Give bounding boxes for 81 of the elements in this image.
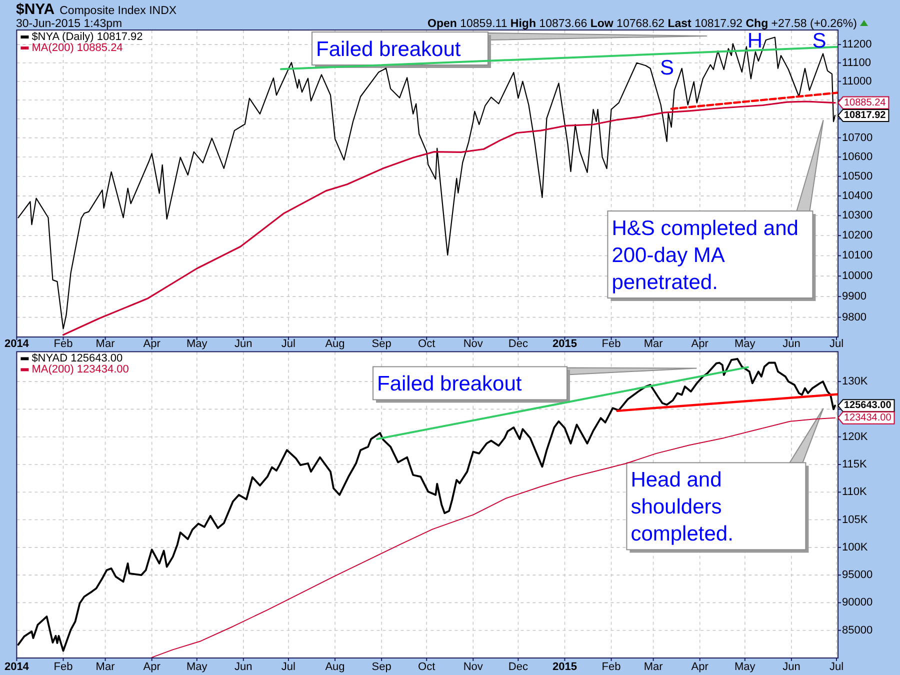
x-tick-label: Nov [463,338,484,350]
line-series [151,417,836,658]
x-tick-label: Mar [96,661,116,673]
y-tick-label: 11200 [842,38,872,51]
x-tick-label: Jun [782,661,800,673]
line-series [62,100,836,336]
y-tick-label: 10500 [842,170,873,182]
x-tick-label: May [186,338,208,350]
y-tick-label: 10600 [842,151,873,164]
y-tick-label: 10400 [842,190,873,202]
annotation: 123434.00 [844,412,892,424]
y-tick-label: 10300 [842,210,873,222]
x-tick-label: Nov [463,661,484,673]
y-tick-label: 120K [842,430,868,443]
chart-title: $NYA [16,1,55,18]
annotation: S [812,29,826,52]
x-tick-label: Sep [372,661,392,673]
y-tick-label: 11100 [842,56,871,69]
x-tick-label: Feb [602,338,621,350]
y-tick-label: 90000 [842,596,873,609]
annotation: 125643.00 [844,400,892,412]
x-tick-label: Jul [829,338,844,350]
x-tick-label: 2015 [552,338,577,350]
y-tick-label: 9900 [842,290,866,303]
x-tick-label: 2015 [552,661,577,673]
y-tick-label: 105K [842,514,868,526]
annotation: H&S completed and 200-day MA penetrated. [612,217,798,294]
y-tick-label: 10200 [842,230,873,242]
x-tick-label: Jul [281,338,296,350]
x-tick-label: Mar [96,338,116,350]
x-tick-label: Feb [54,661,73,673]
y-tick-label: 85000 [842,624,873,636]
y-tick-label: 130K [842,376,868,388]
y-tick-label: 110K [842,486,868,498]
text: Open 10859.11 High 10873.66 Low 10768.62 Last 10817.92 Chg +27.58 (+0.26%) [428,18,857,30]
x-tick-label: Apr [691,338,709,350]
x-tick-label: Oct [418,661,436,673]
x-tick-label: Feb [602,661,621,673]
x-tick-label: May [186,661,208,673]
x-tick-label: Aug [325,338,345,350]
x-tick-label: Mar [644,661,664,673]
x-tick-label: Jul [829,661,844,673]
x-tick-label: 2014 [4,338,30,350]
annotation: 10885.24 [844,97,886,108]
y-tick-label: 115K [842,458,868,470]
x-tick-label: Oct [418,338,436,350]
x-tick-label: May [734,338,756,350]
x-tick-label: Apr [143,661,161,673]
annotation: 10817.92 [844,110,886,121]
y-tick-label: 10700 [842,132,873,144]
x-tick-label: Mar [644,338,664,350]
annotation: S [660,56,674,80]
legend-label: MA(200) 10885.24 [32,42,123,54]
annotation: Failed breakout [377,372,522,396]
x-tick-label: Jun [782,338,800,350]
legend-label: MA(200) 123434.00 [32,364,129,376]
annotation: Failed breakout [316,38,461,61]
y-tick-label: 11000 [842,75,872,88]
y-tick-label: 10000 [842,270,873,282]
y-tick-label: 95000 [842,569,873,582]
annotation: Head and shoulders completed. [630,468,734,546]
x-tick-label: Jul [281,661,296,673]
x-tick-label: Sep [372,338,392,350]
x-tick-label: 2014 [4,661,30,673]
annotation: H [747,29,763,52]
y-tick-label: 100K [842,541,868,554]
x-tick-label: Feb [54,338,73,350]
x-tick-label: Aug [325,661,345,673]
legend-label: $NYAD 125643.00 [32,352,123,365]
chart-subtitle: Composite Index INDX [60,5,177,17]
x-tick-label: Apr [691,661,709,673]
x-tick-label: Jun [234,338,252,350]
y-tick-label: 10100 [842,250,873,262]
legend-label: $NYA (Daily) 10817.92 [32,31,143,43]
x-tick-label: May [734,661,756,673]
x-tick-label: Dec [508,338,528,350]
y-tick-label: 9800 [842,311,866,324]
annotation: 30-Jun-2015 1:43pm [16,18,122,30]
x-tick-label: Apr [143,338,161,350]
x-tick-label: Jun [234,661,252,673]
x-tick-label: Dec [508,661,528,673]
